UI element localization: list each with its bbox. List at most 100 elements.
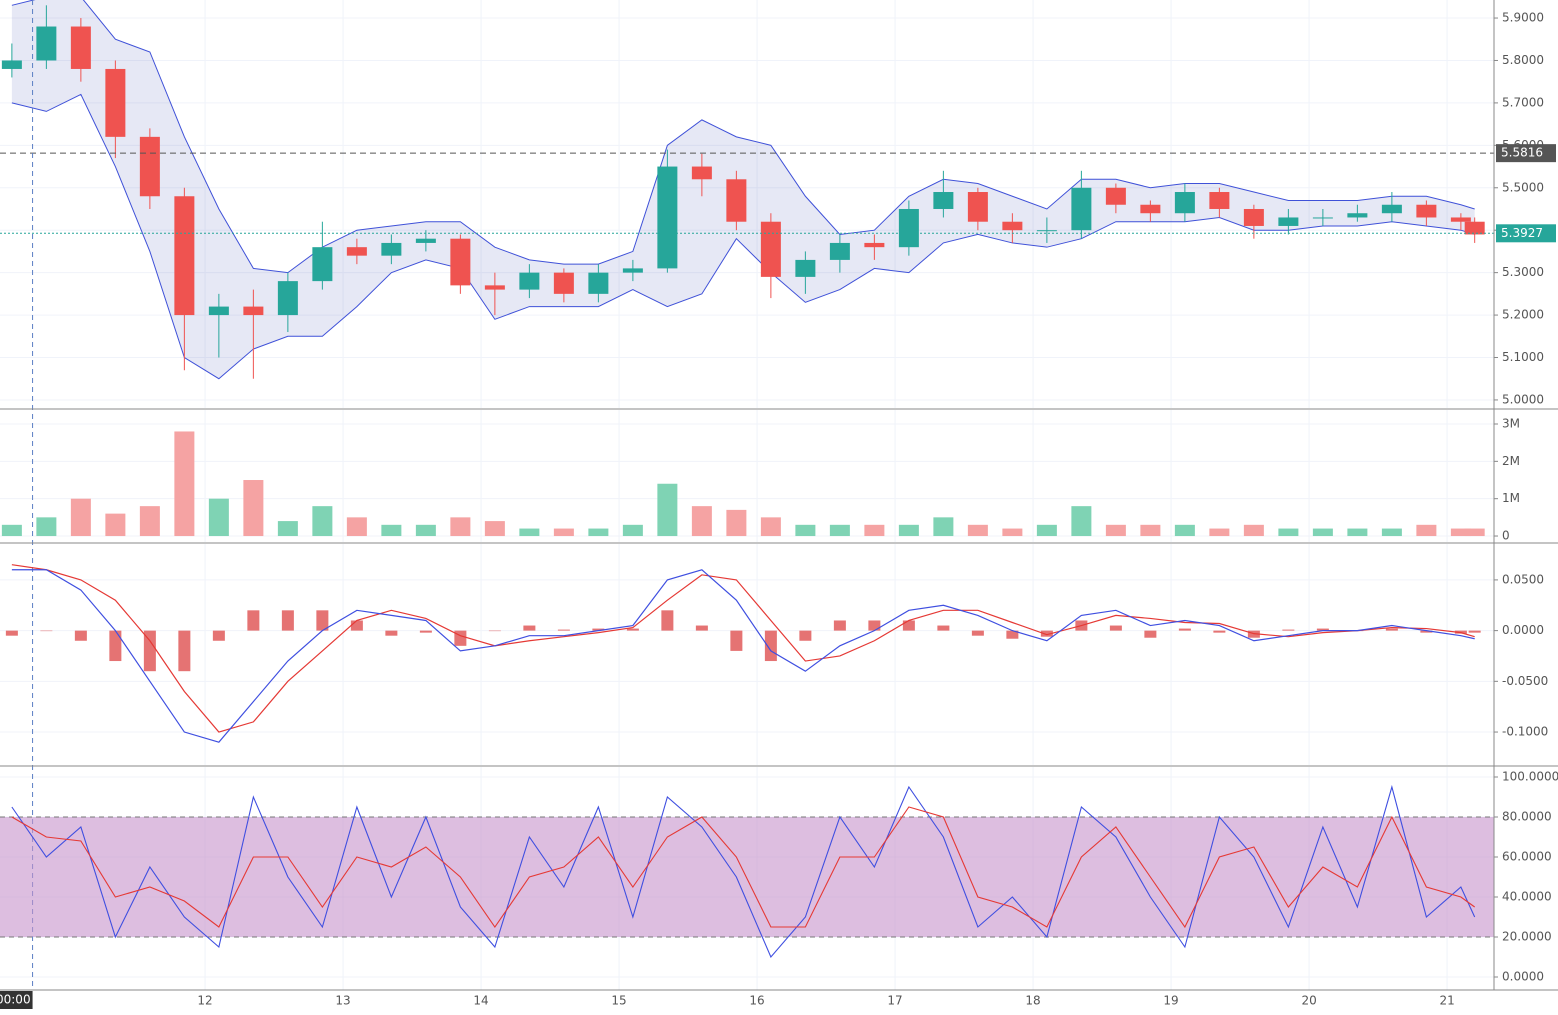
y-tick-label: 100.0000 [1502,770,1558,784]
price-label-bg [1496,224,1556,243]
macd-histogram-bar [1468,630,1481,633]
y-tick-label: 2M [1502,454,1520,468]
y-tick-label: 0.0500 [1502,572,1544,586]
candle-body [1140,204,1161,214]
candle-body [657,166,678,269]
x-tick-label: 12 [197,994,212,1008]
volume-bar [898,524,919,537]
y-tick-label: 40.0000 [1502,890,1552,904]
volume-bar [1209,528,1230,537]
y-tick-label: 5.2000 [1502,308,1544,322]
volume-bar [1140,524,1161,537]
volume-bar [139,506,160,537]
volume-bar [381,524,402,537]
volume-bar [1312,528,1333,537]
volume-bar [760,517,781,537]
candle-body [484,285,505,290]
candle-body [1071,187,1092,231]
macd-histogram-bar [1282,629,1295,631]
candle-body [1450,217,1471,222]
candle-body [1174,192,1195,214]
volume-bar [174,431,195,537]
macd-histogram-bar [695,625,708,631]
candle-body [519,272,540,290]
volume-bar [1243,524,1264,537]
stoch-band [0,817,1494,937]
macd-histogram-bar [868,620,881,631]
volume-bar [1450,528,1471,537]
candle-body [312,247,333,282]
candle-body [1464,221,1485,235]
macd-histogram-bar [764,630,777,662]
volume-bar [1105,524,1126,537]
macd-histogram-bar [1213,630,1226,633]
macd-histogram-bar [5,630,18,636]
bollinger-lower [11,93,1475,380]
candle-body [864,242,885,248]
stoch-k-line [11,784,1476,959]
candle-body [933,192,954,209]
macd-histogram-bar [1006,630,1019,639]
volume-bar [1347,528,1368,537]
macd-histogram-bar [730,630,743,651]
volume-bar [967,524,988,537]
volume-bar [450,517,471,537]
candle-body [795,259,816,277]
volume-bar [1002,528,1023,537]
volume-bar [795,524,816,537]
candle-body [1312,217,1333,219]
macd-histogram-bar [212,630,225,641]
candle-body [1243,208,1264,226]
volume-bar [312,506,333,537]
candle-body [1381,204,1402,214]
candle-body [1278,217,1299,226]
y-tick-label: 0.0000 [1502,970,1544,984]
volume-bar [1416,524,1437,537]
x-tick-label: 16 [749,994,764,1008]
macd-histogram-bar [281,610,294,631]
macd-histogram-bar [661,610,674,631]
macd-histogram-bar [385,630,398,636]
candle-body [829,242,850,260]
candle-body [139,136,160,197]
crosshair-label: 9-04-10 18:00:00 [0,993,31,1007]
y-tick-label: 5.0000 [1502,392,1544,406]
macd-histogram-bar [937,625,950,631]
macd-histogram-bar [109,630,122,662]
price-label: 5.5816 [1501,146,1543,160]
x-tick-label: 21 [1439,994,1454,1008]
y-tick-label: -0.1000 [1502,725,1548,739]
volume-bar [588,528,609,537]
bollinger-upper [11,0,1475,274]
x-tick-label: 17 [887,994,902,1008]
candle-body [277,281,298,316]
x-tick-label: 15 [611,994,626,1008]
x-tick-label: 18 [1025,994,1040,1008]
volume-bar [622,524,643,537]
macd-histogram-bar [40,630,53,632]
y-tick-label: 5.8000 [1502,53,1544,67]
crosshair-label-bg [0,991,33,1009]
volume-bar [691,506,712,537]
macd-histogram-bar [1144,630,1157,638]
macd-line [11,569,1475,743]
candle-body [1209,192,1230,209]
candle-body [1036,230,1057,232]
macd-histogram-bar [178,630,191,672]
volume-bar [726,509,747,537]
candle-body [588,272,609,294]
y-tick-label: 5.1000 [1502,350,1544,364]
volume-bar [1278,528,1299,537]
candle-body [1105,187,1126,205]
volume-bar [553,528,574,537]
y-tick-label: 0 [1502,529,1510,543]
candle-body [967,192,988,222]
candle-body [726,179,747,222]
x-tick-label: 20 [1301,994,1316,1008]
y-tick-label: 80.0000 [1502,810,1552,824]
macd-histogram-bar [1316,628,1329,631]
volume-bar [36,517,57,537]
y-tick-label: 5.5000 [1502,180,1544,194]
candle-body [450,238,471,286]
